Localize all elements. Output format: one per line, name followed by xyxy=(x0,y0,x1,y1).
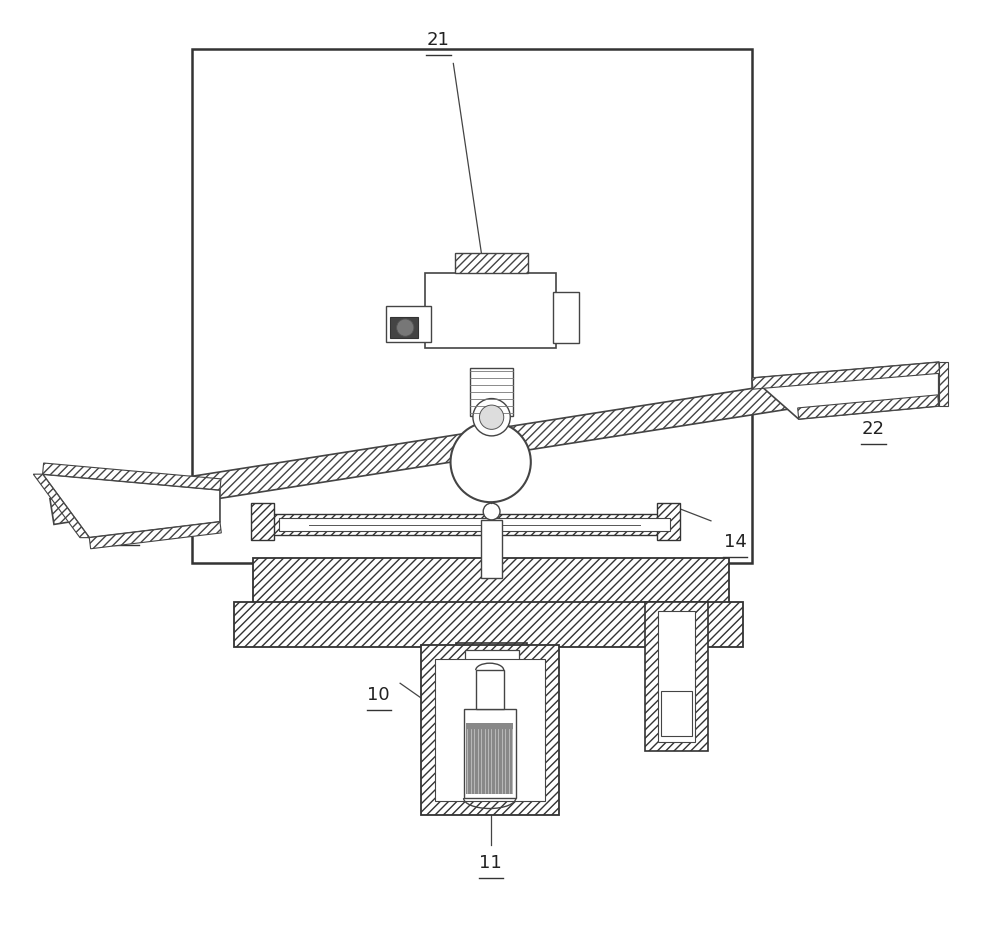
Text: 10: 10 xyxy=(367,686,390,704)
Bar xyxy=(455,253,528,273)
Polygon shape xyxy=(33,474,89,538)
Text: 23: 23 xyxy=(115,521,138,539)
Bar xyxy=(271,515,677,535)
Polygon shape xyxy=(752,362,939,419)
Bar xyxy=(466,723,513,794)
Polygon shape xyxy=(43,474,220,538)
Text: 21: 21 xyxy=(427,31,450,49)
Bar xyxy=(464,709,516,798)
Bar xyxy=(251,503,274,541)
Text: 12: 12 xyxy=(344,599,367,617)
Bar xyxy=(279,518,670,531)
Circle shape xyxy=(397,319,414,336)
Bar xyxy=(658,611,695,742)
Circle shape xyxy=(451,422,531,502)
Bar xyxy=(470,368,513,416)
Text: 22: 22 xyxy=(862,421,885,439)
Bar xyxy=(645,602,708,751)
Bar xyxy=(657,503,680,541)
Text: 14: 14 xyxy=(724,533,747,551)
Polygon shape xyxy=(89,522,221,548)
Circle shape xyxy=(479,405,504,429)
Bar xyxy=(456,643,527,744)
Bar xyxy=(553,292,579,344)
Bar xyxy=(481,520,502,577)
Polygon shape xyxy=(50,373,857,524)
Polygon shape xyxy=(43,463,221,490)
Bar xyxy=(435,659,545,801)
Bar xyxy=(390,317,418,338)
Circle shape xyxy=(473,398,510,436)
Bar xyxy=(386,306,431,342)
Bar xyxy=(465,650,519,738)
Polygon shape xyxy=(798,395,939,419)
Bar xyxy=(253,558,729,605)
Bar xyxy=(421,645,559,815)
Polygon shape xyxy=(939,362,948,406)
Bar xyxy=(661,691,692,735)
Bar xyxy=(192,50,752,562)
Bar xyxy=(425,273,556,348)
Circle shape xyxy=(483,503,500,520)
Polygon shape xyxy=(752,362,940,389)
Text: 11: 11 xyxy=(479,854,502,872)
Bar xyxy=(476,670,504,709)
Bar xyxy=(234,602,743,647)
